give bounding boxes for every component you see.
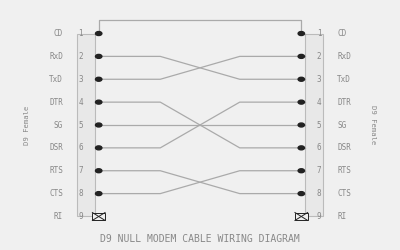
Text: RxD: RxD [337,52,351,61]
Text: 5: 5 [78,120,83,130]
Text: RTS: RTS [337,166,351,175]
Text: 7: 7 [317,166,322,175]
Text: 6: 6 [78,143,83,152]
Text: TxD: TxD [337,75,351,84]
Text: SG: SG [54,120,63,130]
Text: 2: 2 [317,52,322,61]
Text: SG: SG [337,120,346,130]
Circle shape [298,32,304,36]
Circle shape [96,54,102,58]
Text: DSR: DSR [337,143,351,152]
Text: D9 NULL MODEM CABLE WIRING DIAGRAM: D9 NULL MODEM CABLE WIRING DIAGRAM [100,234,300,244]
Text: DTR: DTR [337,98,351,107]
Text: DTR: DTR [49,98,63,107]
Circle shape [298,77,304,81]
Circle shape [96,169,102,173]
Text: RxD: RxD [49,52,63,61]
Text: 2: 2 [78,52,83,61]
Circle shape [96,100,102,104]
Circle shape [96,77,102,81]
Circle shape [298,123,304,127]
Text: RTS: RTS [49,166,63,175]
Text: 1: 1 [317,29,322,38]
Circle shape [298,169,304,173]
Text: 3: 3 [78,75,83,84]
Bar [77,34,95,216]
Bar [305,34,323,216]
Text: TxD: TxD [49,75,63,84]
Circle shape [298,100,304,104]
Text: 7: 7 [78,166,83,175]
Text: D9 Female: D9 Female [370,105,376,145]
Text: 3: 3 [317,75,322,84]
Circle shape [298,192,304,196]
Text: RI: RI [337,212,346,221]
Bar [92,212,105,220]
Text: RI: RI [54,212,63,221]
Bar [295,212,308,220]
Text: CTS: CTS [49,189,63,198]
Text: 4: 4 [78,98,83,107]
Text: 9: 9 [78,212,83,221]
Text: 9: 9 [317,212,322,221]
Circle shape [96,146,102,150]
Text: 5: 5 [317,120,322,130]
Text: DSR: DSR [49,143,63,152]
Circle shape [298,146,304,150]
Text: CTS: CTS [337,189,351,198]
Text: CD: CD [54,29,63,38]
Circle shape [96,32,102,36]
Text: CD: CD [337,29,346,38]
Text: 4: 4 [317,98,322,107]
Circle shape [96,123,102,127]
Text: D9 Female: D9 Female [24,105,30,145]
Text: 8: 8 [78,189,83,198]
Circle shape [96,192,102,196]
Circle shape [298,54,304,58]
Text: 1: 1 [78,29,83,38]
Text: 6: 6 [317,143,322,152]
Text: 8: 8 [317,189,322,198]
